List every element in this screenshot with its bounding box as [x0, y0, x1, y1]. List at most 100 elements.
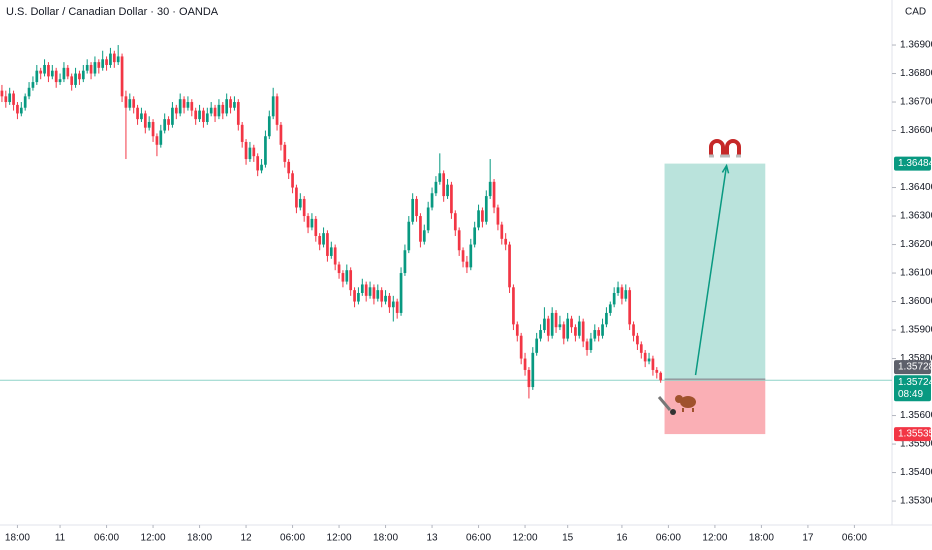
candle-body	[178, 99, 182, 114]
candle-body	[558, 324, 562, 328]
candle-body	[543, 318, 546, 331]
x-tick-label: 06:00	[280, 533, 305, 544]
candle-body	[85, 64, 89, 71]
candle-body	[403, 250, 407, 274]
candle-body	[515, 324, 519, 336]
arrow-line	[694, 165, 728, 376]
candle-body	[384, 295, 387, 302]
x-tick-label: 13	[426, 533, 438, 544]
candle-body	[318, 235, 322, 245]
candle-body	[508, 244, 511, 288]
candle-body	[291, 173, 294, 188]
candle-body	[581, 321, 585, 342]
candle-body	[244, 141, 248, 160]
candle-body	[628, 290, 632, 325]
candle-body	[372, 287, 376, 299]
candle-body	[271, 96, 275, 117]
candle-body	[27, 87, 31, 97]
x-tick-label: 15	[562, 533, 574, 544]
candle-body	[66, 67, 70, 77]
countdown: 08:49	[898, 389, 923, 400]
y-tick-label: 1.36700	[900, 97, 932, 108]
candle-body	[248, 147, 252, 160]
candle-body	[465, 261, 469, 268]
candle-body	[147, 121, 151, 128]
candle-body	[426, 207, 430, 231]
candle-body	[23, 96, 27, 108]
magnet-icon	[709, 139, 741, 158]
candle-body	[39, 70, 43, 74]
candle-body	[295, 187, 298, 208]
candle-body	[434, 181, 438, 194]
chart-title: U.S. Dollar / Canadian Dollar · 30 · OAN…	[6, 6, 219, 18]
candle-body	[260, 164, 263, 171]
candle-body	[112, 53, 116, 63]
candle-body	[54, 70, 58, 83]
arrow-head	[721, 163, 730, 174]
target-price-label: 1.36484	[898, 158, 932, 169]
candle-body	[651, 358, 655, 370]
candle-body	[233, 102, 236, 108]
candle-body	[4, 96, 8, 103]
last-price-label: 1.35724	[898, 377, 932, 388]
candle-body	[58, 79, 62, 83]
candle-body	[213, 107, 217, 117]
y-tick-label: 1.35800	[900, 353, 932, 364]
x-tick-label: 06:00	[656, 533, 681, 544]
candle-body	[155, 136, 159, 145]
y-tick-label: 1.36300	[900, 211, 932, 222]
candle-body	[492, 181, 496, 208]
candle-body	[62, 67, 66, 80]
candle-body	[302, 198, 306, 217]
candle-body	[438, 173, 442, 182]
pencil-icon	[657, 396, 676, 415]
candle-body	[229, 99, 232, 108]
candle-body	[345, 270, 349, 282]
candle-body	[655, 369, 659, 373]
x-tick-label: 18:00	[749, 533, 774, 544]
x-tick-label: 12:00	[327, 533, 352, 544]
x-tick-label: 18:00	[5, 533, 30, 544]
candle-body	[329, 247, 333, 256]
y-tick-label: 1.36900	[900, 40, 932, 51]
candle-body	[376, 290, 380, 299]
currency: CAD	[905, 7, 926, 18]
candle-body	[484, 196, 488, 222]
candle-body	[519, 335, 523, 359]
candle-body	[128, 99, 132, 108]
candle-body	[279, 124, 283, 145]
candle-body	[47, 64, 50, 77]
candle-body	[159, 130, 163, 145]
candle-body	[225, 99, 229, 114]
y-tick-label: 1.35900	[900, 325, 932, 336]
candle-body	[35, 70, 39, 83]
candle-body	[171, 107, 174, 125]
candle-body	[585, 341, 589, 350]
candle-body	[500, 224, 504, 239]
candle-body	[364, 284, 368, 296]
candle-body	[446, 184, 449, 197]
candle-body	[101, 59, 105, 68]
candle-body	[186, 102, 190, 108]
candle-body	[349, 270, 353, 291]
y-tick-label: 1.36400	[900, 182, 932, 193]
candle-body	[283, 144, 287, 162]
candle-body	[616, 287, 620, 293]
candle-body	[360, 284, 364, 293]
candle-body	[190, 102, 194, 111]
x-tick-label: 18:00	[187, 533, 212, 544]
candle-body	[419, 216, 422, 242]
candle-body	[337, 264, 341, 274]
candle-body	[647, 358, 651, 362]
candle-body	[81, 70, 85, 80]
y-tick-label: 1.35400	[900, 467, 932, 478]
x-tick-label: 11	[55, 533, 66, 544]
candle-body	[477, 210, 480, 228]
candle-body	[450, 184, 453, 214]
candle-body	[422, 230, 426, 242]
candle-body	[124, 96, 128, 108]
candle-body	[488, 181, 492, 197]
x-tick-label: 06:00	[466, 533, 491, 544]
candle-body	[608, 304, 612, 313]
